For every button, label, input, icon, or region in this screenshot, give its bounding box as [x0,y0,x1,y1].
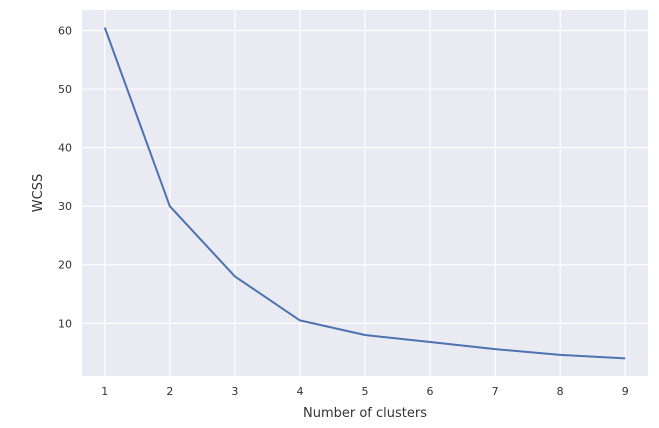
x-tick-label: 7 [492,385,499,398]
x-tick-label: 5 [362,385,369,398]
y-tick-label: 20 [58,259,72,272]
vertical-gridlines [104,10,626,376]
x-tick-label: 9 [622,385,629,398]
x-tick-labels: 1 2 3 4 5 6 7 8 9 [101,385,628,398]
y-tick-label: 50 [58,83,72,96]
y-tick-label: 30 [58,200,72,213]
y-tick-label: 40 [58,142,72,155]
y-tick-labels: 10 20 30 40 50 60 [58,24,72,330]
x-tick-label: 6 [427,385,434,398]
x-axis-label: Number of clusters [303,406,427,421]
x-tick-label: 1 [101,385,108,398]
x-tick-label: 4 [296,385,303,398]
y-axis-label: WCSS [31,174,46,212]
wcss-series-line [103,27,626,360]
y-tick-label: 10 [58,317,72,330]
y-tick-label: 60 [58,24,72,37]
x-tick-label: 2 [166,385,173,398]
x-tick-label: 3 [231,385,238,398]
x-tick-label: 8 [557,385,564,398]
horizontal-gridlines [82,29,648,324]
